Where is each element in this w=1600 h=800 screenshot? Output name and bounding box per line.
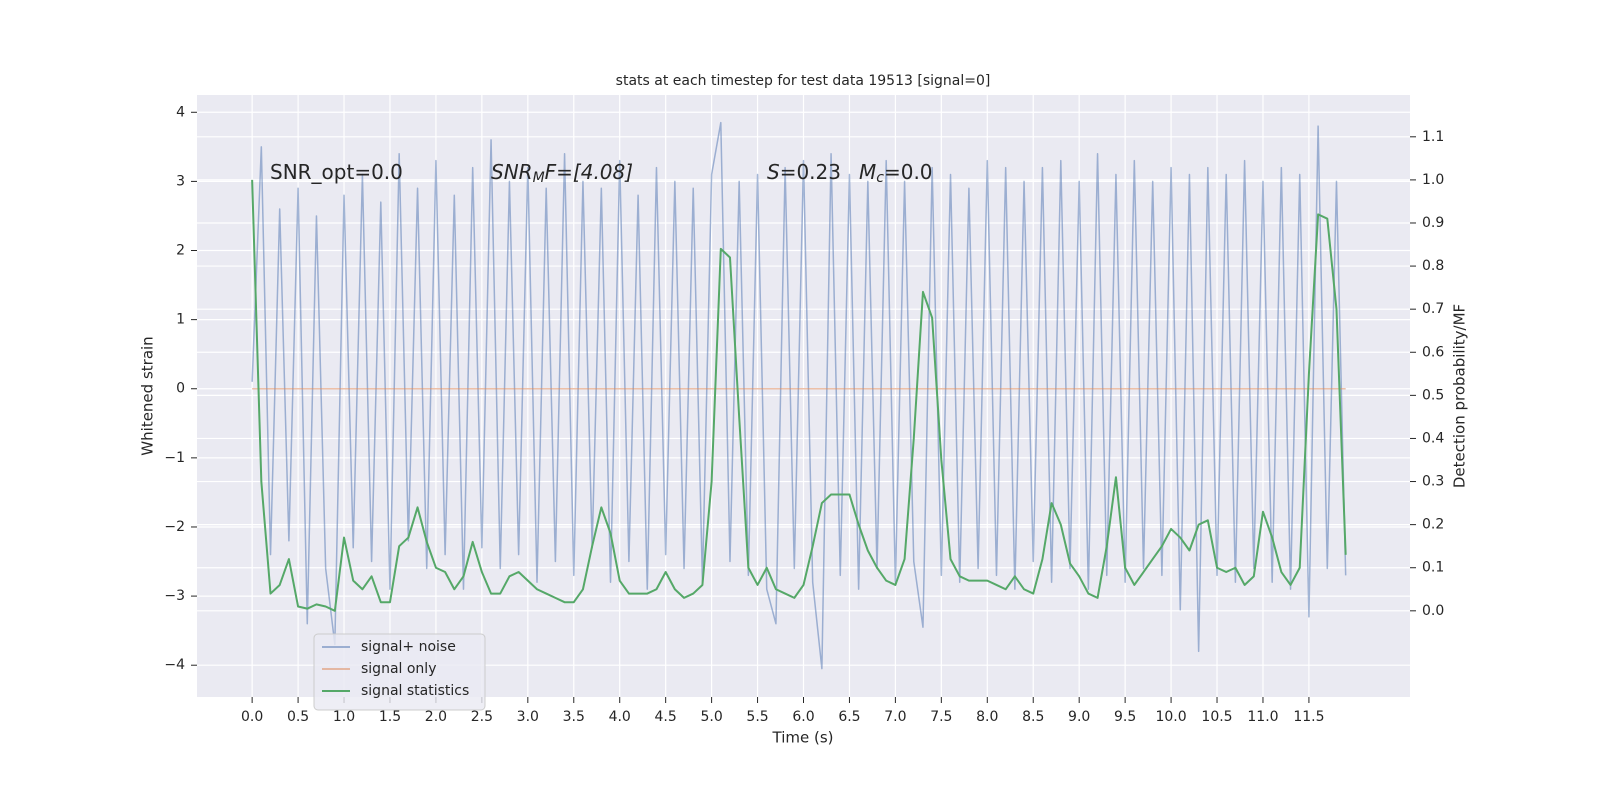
annotation-text: SNR [491, 160, 533, 184]
x-tick-label: 9.0 [1068, 709, 1090, 725]
x-tick-label: 4.0 [609, 709, 631, 725]
y-tick-label: −1 [164, 450, 185, 466]
annotation-text: =0.0 [884, 160, 933, 184]
chart-title: stats at each timestep for test data 195… [616, 73, 991, 89]
annotation-text: SNR_opt=0.0 [270, 160, 403, 184]
y2-tick-label: 0.8 [1422, 258, 1444, 274]
x-tick-label: 6.5 [838, 709, 860, 725]
annotation-sub: M [533, 170, 545, 186]
x-tick-label: 5.0 [700, 709, 722, 725]
annotation: SNRMF=[4.08] [491, 160, 633, 187]
legend-box [313, 633, 486, 711]
x-axis-label: Time (s) [772, 729, 834, 747]
series-line [251, 179, 1347, 612]
y2-tick-label: 0.1 [1422, 560, 1444, 576]
x-tick-label: 1.5 [379, 709, 401, 725]
y-tick-label: 0 [176, 381, 185, 397]
x-tick-label: 10.0 [1155, 709, 1186, 725]
y-axis-label: Whitened strain [139, 336, 157, 455]
annotation: Mc=0.0 [859, 160, 933, 187]
y2-tick-label: 0.9 [1422, 215, 1444, 231]
x-tick-label: 8.5 [1022, 709, 1044, 725]
y2-axis-label: Detection probability/MF [1451, 304, 1469, 488]
x-tick-label: 11.0 [1247, 709, 1278, 725]
x-tick-label: 5.5 [746, 709, 768, 725]
x-tick-label: 0.0 [241, 709, 263, 725]
y2-tick-label: 1.1 [1422, 129, 1444, 145]
annotation: SNR_opt=0.0 [270, 160, 403, 184]
x-tick-label: 2.0 [425, 709, 447, 725]
y-tick-label: 2 [176, 243, 185, 259]
y2-tick-label: 0.2 [1422, 517, 1444, 533]
x-tick-label: 7.0 [884, 709, 906, 725]
annotation-text: F=[4.08] [545, 160, 633, 184]
legend-label: signal statistics [361, 683, 469, 699]
y-tick-label: 1 [176, 312, 185, 328]
y2-tick-label: 0.4 [1422, 430, 1444, 446]
x-tick-label: 9.5 [1114, 709, 1136, 725]
annotation-text: M [859, 160, 876, 184]
x-tick-label: 1.0 [333, 709, 355, 725]
legend-label: signal+ noise [361, 639, 456, 655]
x-tick-label: 11.5 [1293, 709, 1324, 725]
x-tick-label: 7.5 [930, 709, 952, 725]
y-tick-label: 4 [176, 104, 185, 120]
y-tick-label: −3 [164, 588, 185, 604]
x-tick-label: 3.0 [517, 709, 539, 725]
y2-tick-label: 0.5 [1422, 387, 1444, 403]
series-line [251, 121, 1347, 670]
x-tick-label: 0.5 [287, 709, 309, 725]
x-tick-label: 3.5 [563, 709, 585, 725]
legend-label: signal only [361, 661, 436, 677]
y2-tick-label: 1.0 [1422, 172, 1444, 188]
y-tick-label: −2 [164, 519, 185, 535]
annotation-text: S [767, 160, 780, 184]
y-tick-label: −4 [164, 657, 185, 673]
y2-tick-label: 0.7 [1422, 301, 1444, 317]
x-tick-label: 8.0 [976, 709, 998, 725]
x-tick-label: 6.0 [792, 709, 814, 725]
annotation: S=0.23 [767, 160, 841, 184]
annotation-text: =0.23 [780, 160, 841, 184]
x-tick-label: 10.5 [1201, 709, 1232, 725]
annotation-sub: c [876, 170, 884, 186]
x-tick-label: 2.5 [471, 709, 493, 725]
y2-tick-label: 0.6 [1422, 344, 1444, 360]
y2-tick-label: 0.3 [1422, 474, 1444, 490]
y-tick-label: 3 [176, 173, 185, 189]
x-tick-label: 4.5 [655, 709, 677, 725]
y2-tick-label: 0.0 [1422, 603, 1444, 619]
